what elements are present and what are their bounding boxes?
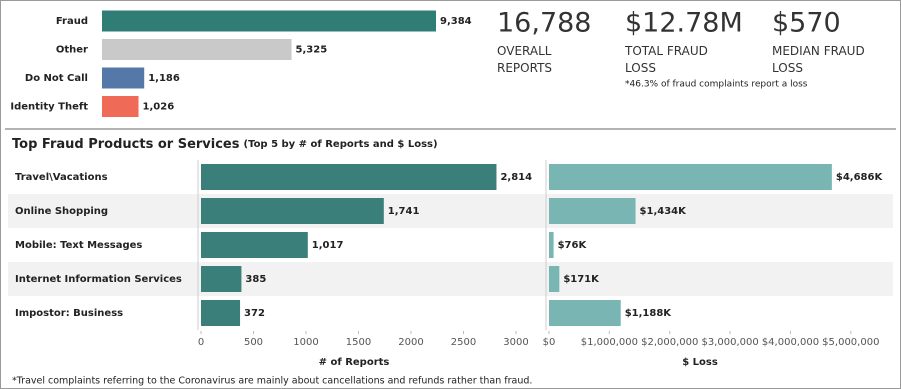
x-tick-label: $4,000,000	[762, 337, 819, 348]
bar	[201, 266, 242, 292]
footnote: *Travel complaints referring to the Coro…	[12, 376, 532, 387]
x-axis-label: # of Reports	[319, 357, 390, 368]
bar	[549, 266, 560, 292]
x-tick-label: $5,000,000	[822, 337, 879, 348]
bar	[102, 67, 145, 89]
kpi-value: 16,788	[497, 8, 591, 39]
value-label: 2,814	[500, 172, 532, 183]
bar	[201, 232, 308, 258]
row-band	[8, 194, 893, 228]
category-label: Impostor: Business	[15, 308, 123, 319]
kpi-label: MEDIAN FRAUD LOSS	[772, 44, 865, 75]
bar	[549, 300, 621, 326]
kpi-value: $12.78M	[625, 8, 743, 39]
bar	[102, 39, 292, 60]
value-label: 5,325	[296, 45, 328, 56]
value-label: $4,686K	[836, 172, 884, 183]
x-tick-label: $3,000,000	[701, 337, 758, 348]
value-label: $1,434K	[640, 206, 688, 217]
row-band	[8, 262, 893, 296]
value-label: 1,026	[143, 102, 175, 113]
value-label: 385	[245, 274, 266, 285]
category-label: Internet Information Services	[15, 274, 182, 285]
section-title: Top Fraud Products or Services (Top 5 by …	[12, 137, 438, 152]
kpi-label-line: REPORTS	[497, 61, 552, 75]
bar	[201, 164, 497, 190]
title: Top Fraud Products or Services	[12, 137, 240, 152]
subtitle: (Top 5 by # of Reports and $ Loss)	[244, 139, 438, 150]
kpi-label-line: TOTAL FRAUD	[624, 44, 708, 58]
bar	[549, 198, 636, 224]
category-label: Mobile: Text Messages	[15, 240, 142, 251]
kpi-label-line: OVERALL	[497, 44, 552, 58]
bar	[201, 198, 384, 224]
kpi-note: *46.3% of fraud complaints report a loss	[625, 80, 808, 90]
category-label: Other	[56, 45, 88, 56]
x-tick-label: $2,000,000	[641, 337, 698, 348]
kpi-label: OVERALL REPORTS	[497, 44, 552, 75]
category-label: Do Not Call	[25, 73, 88, 84]
x-tick-label: $1,000,000	[581, 337, 638, 348]
category-label: Travel\Vacations	[15, 172, 108, 183]
x-tick-label: 500	[244, 337, 263, 348]
value-label: 1,741	[388, 206, 420, 217]
value-label: 1,186	[148, 73, 180, 84]
bar	[201, 300, 241, 326]
category-label: Online Shopping	[15, 206, 108, 217]
bar	[102, 96, 139, 117]
x-tick-label: 3000	[503, 337, 528, 348]
bar	[549, 164, 832, 190]
x-tick-label: 2500	[451, 337, 476, 348]
kpi-label-line: LOSS	[772, 61, 803, 75]
value-label: 1,017	[312, 240, 344, 251]
x-tick-label: 1500	[346, 337, 371, 348]
value-label: $76K	[558, 240, 588, 251]
x-tick-label: 2000	[398, 337, 423, 348]
value-label: 9,384	[440, 16, 472, 27]
kpi-label-line: LOSS	[625, 61, 656, 75]
x-tick-label: $0	[543, 337, 556, 348]
kpi-label: TOTAL FRAUD LOSS	[624, 44, 708, 75]
x-axis-label: $ Loss	[682, 357, 718, 368]
kpi-label-line: MEDIAN FRAUD	[772, 44, 865, 58]
kpi-value: $570	[772, 8, 841, 39]
category-label: Identity Theft	[10, 102, 88, 113]
value-label: $1,188K	[625, 308, 673, 319]
value-label: 372	[244, 308, 265, 319]
value-label: $171K	[563, 274, 600, 285]
bar	[549, 232, 554, 258]
bar	[102, 10, 436, 32]
x-tick-label: 0	[198, 337, 204, 348]
category-label: Fraud	[56, 16, 88, 27]
x-tick-label: 1000	[293, 337, 318, 348]
